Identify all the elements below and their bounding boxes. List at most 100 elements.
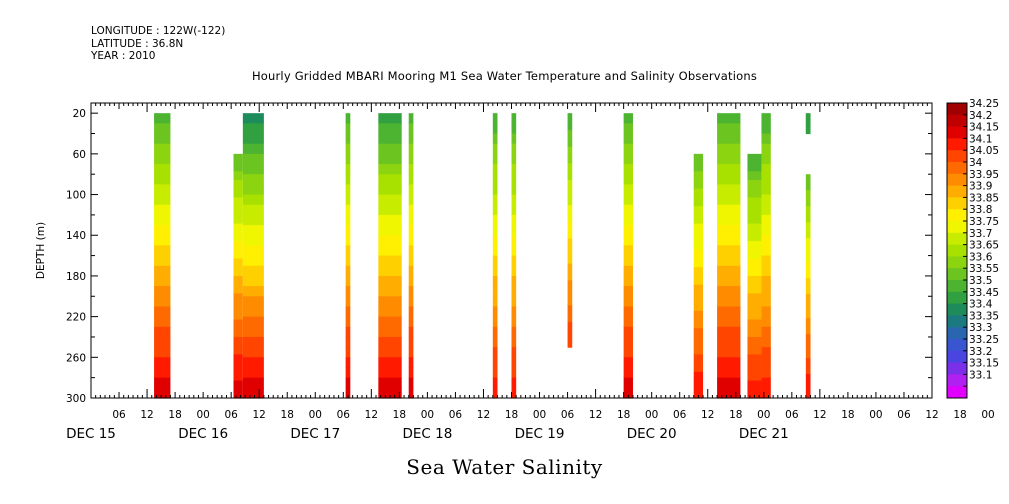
segment-cell	[693, 319, 704, 329]
segment-13	[761, 113, 771, 399]
segment-cell	[761, 204, 771, 216]
segment-cell	[492, 377, 498, 389]
segment-7	[511, 113, 517, 399]
segment-cell	[567, 154, 573, 164]
y-axis: 20 60 100 140 180 220 260 300	[66, 108, 932, 405]
segment-cell	[567, 221, 573, 231]
segment-cell	[717, 316, 741, 328]
x-hour-label: 18	[953, 409, 966, 421]
segment-cell	[761, 113, 771, 124]
segment-cell	[747, 214, 762, 225]
segment-cell	[747, 180, 762, 190]
segment-cell	[378, 387, 402, 399]
segment-cell	[567, 288, 573, 298]
segment-0	[154, 113, 171, 399]
segment-cell	[717, 153, 741, 165]
x-hour-label: 06	[449, 409, 463, 421]
segment-cell	[805, 222, 811, 231]
segment-cell	[408, 214, 414, 226]
segment-cell	[511, 377, 517, 389]
segment-cell	[805, 310, 811, 319]
y-tick-label: 220	[66, 312, 86, 324]
segment-cell	[805, 127, 811, 130]
segment-cell	[747, 206, 762, 216]
segment-cell	[511, 296, 517, 308]
segment-cell	[378, 326, 402, 338]
segment-cell	[693, 197, 704, 207]
segment-8	[567, 113, 573, 348]
segment-cell	[154, 255, 171, 267]
segment-cell	[242, 113, 264, 124]
segment-cell	[761, 245, 771, 257]
segment-cell	[747, 223, 762, 233]
segment-cell	[623, 326, 633, 338]
segment-cell	[511, 194, 517, 206]
segment-cell	[717, 265, 741, 277]
segment-2	[242, 113, 264, 399]
segment-cell	[623, 174, 633, 185]
segment-cell	[805, 174, 811, 183]
segment-cell	[242, 357, 264, 369]
segment-cell	[623, 143, 633, 155]
segment-10	[693, 153, 704, 399]
segment-cell	[805, 117, 811, 119]
segment-cell	[693, 249, 704, 260]
x-day-label: DEC 19	[515, 426, 565, 442]
segment-cell	[761, 357, 771, 369]
segment-cell	[492, 336, 498, 348]
segment-cell	[345, 255, 351, 267]
segment-cell	[567, 297, 573, 306]
segment-cell	[233, 345, 243, 356]
segment-cell	[717, 174, 741, 185]
segment-cell	[567, 313, 573, 323]
segment-cell	[761, 286, 771, 297]
segment-cell	[492, 204, 498, 216]
x-hour-label: 18	[168, 409, 181, 421]
segment-cell	[805, 120, 811, 122]
segment-cell	[747, 232, 762, 242]
segment-cell	[154, 357, 171, 369]
segment-cell	[378, 255, 402, 267]
segment-cell	[567, 138, 573, 148]
colorbar-band	[947, 197, 967, 210]
segment-cell	[693, 354, 704, 364]
segment-cell	[345, 245, 351, 257]
segment-cell	[154, 347, 171, 358]
segment-cell	[761, 164, 771, 175]
colorbar-band	[947, 114, 967, 127]
segment-cell	[567, 263, 573, 273]
segment-cell	[345, 123, 351, 135]
segment-cell	[761, 265, 771, 277]
segment-cell	[623, 377, 633, 389]
segment-cell	[511, 225, 517, 236]
segment-cell	[511, 113, 517, 124]
segment-cell	[761, 235, 771, 247]
segment-cell	[747, 380, 762, 390]
y-tick-label: 180	[66, 271, 86, 283]
x-hour-label: 06	[112, 409, 126, 421]
segment-cell	[154, 387, 171, 399]
segment-cell	[242, 316, 264, 328]
segment-cell	[761, 316, 771, 328]
segment-cell	[567, 180, 573, 189]
segment-cell	[242, 336, 264, 348]
segment-cell	[511, 235, 517, 247]
x-hour-label: 00	[533, 409, 546, 421]
segment-cell	[345, 286, 351, 297]
segment-cell	[511, 387, 517, 399]
segment-cell	[345, 336, 351, 348]
segment-cell	[805, 382, 811, 391]
segment-cell	[747, 363, 762, 373]
segment-cell	[747, 171, 762, 181]
segment-cell	[623, 347, 633, 358]
segment-cell	[242, 387, 264, 399]
segment-cell	[761, 347, 771, 358]
segment-cell	[805, 116, 811, 119]
segment-cell	[747, 162, 762, 172]
segment-cell	[623, 194, 633, 206]
segment-11	[717, 113, 741, 399]
colorbar-label: 33.4	[969, 299, 993, 311]
segment-cell	[154, 326, 171, 338]
segment-cell	[761, 306, 771, 318]
segment-cell	[747, 258, 762, 268]
